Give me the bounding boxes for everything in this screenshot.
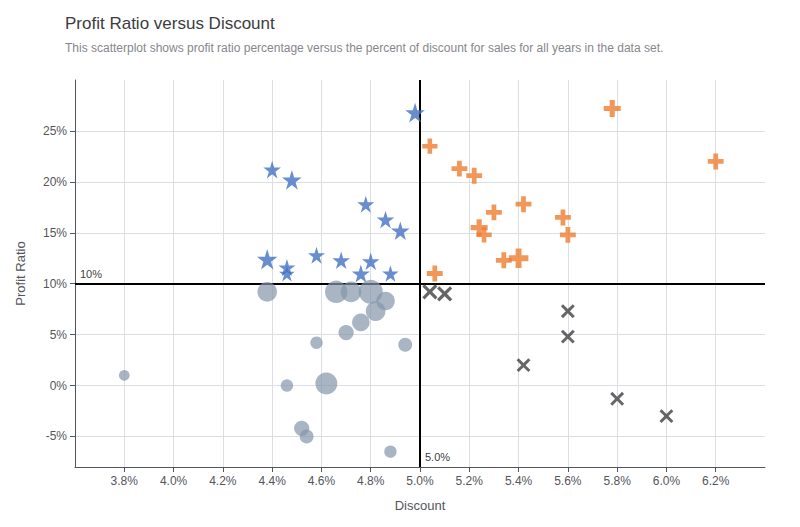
svg-text:Profit Ratio: Profit Ratio bbox=[13, 241, 28, 305]
svg-text:5.6%: 5.6% bbox=[554, 474, 582, 488]
svg-text:-5%: -5% bbox=[46, 429, 68, 443]
svg-text:5.8%: 5.8% bbox=[603, 474, 631, 488]
svg-text:Profit Ratio versus Discount: Profit Ratio versus Discount bbox=[65, 14, 275, 33]
svg-text:6.0%: 6.0% bbox=[653, 474, 681, 488]
svg-text:4.4%: 4.4% bbox=[258, 474, 286, 488]
svg-text:20%: 20% bbox=[43, 175, 67, 189]
svg-text:5.4%: 5.4% bbox=[505, 474, 533, 488]
svg-text:4.6%: 4.6% bbox=[308, 474, 336, 488]
svg-text:This scatterplot shows profit: This scatterplot shows profit ratio perc… bbox=[65, 41, 663, 55]
svg-text:15%: 15% bbox=[43, 226, 67, 240]
svg-text:10%: 10% bbox=[43, 277, 67, 291]
svg-text:5%: 5% bbox=[50, 328, 68, 342]
svg-text:4.8%: 4.8% bbox=[357, 474, 385, 488]
svg-text:10%: 10% bbox=[80, 268, 102, 280]
svg-text:4.2%: 4.2% bbox=[209, 474, 237, 488]
svg-text:5.2%: 5.2% bbox=[456, 474, 484, 488]
svg-text:25%: 25% bbox=[43, 124, 67, 138]
svg-text:3.8%: 3.8% bbox=[111, 474, 139, 488]
svg-text:5.0%: 5.0% bbox=[425, 451, 450, 463]
svg-text:0%: 0% bbox=[50, 379, 68, 393]
svg-text:4.0%: 4.0% bbox=[160, 474, 188, 488]
svg-text:6.2%: 6.2% bbox=[702, 474, 730, 488]
svg-text:5.0%: 5.0% bbox=[406, 474, 434, 488]
svg-text:Discount: Discount bbox=[395, 498, 446, 513]
